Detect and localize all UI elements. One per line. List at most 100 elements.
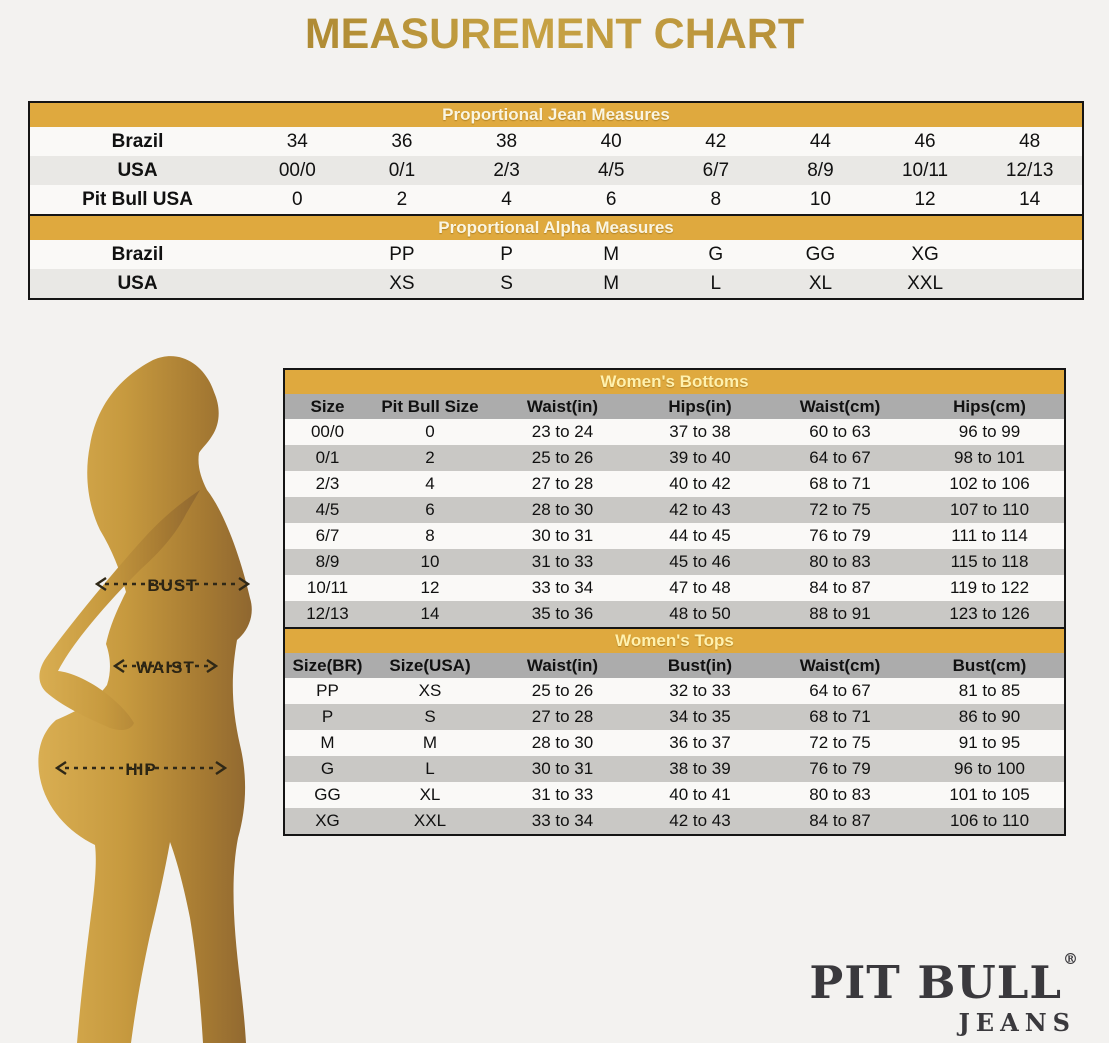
table-row: G L 30 to 31 38 to 39 76 to 79 96 to 100 <box>285 756 1064 782</box>
table-cell: 72 to 75 <box>809 500 871 519</box>
table-cell: L <box>710 273 722 294</box>
table-cell: 68 to 71 <box>809 474 871 493</box>
column-header: Hips(in) <box>668 397 732 416</box>
hip-label: HIP <box>125 760 157 779</box>
table-cell: 47 to 48 <box>669 578 731 597</box>
table-cell: M <box>603 244 620 265</box>
table-row: GG XL 31 to 33 40 to 41 80 to 83 101 to … <box>285 782 1064 808</box>
table-cell: 36 to 37 <box>669 733 731 752</box>
table-cell: 42 to 43 <box>669 500 731 519</box>
table-row: 8/9 10 31 to 33 45 to 46 80 to 83 115 to… <box>285 549 1064 575</box>
table-cell: 38 to 39 <box>669 759 731 778</box>
table-cell: 68 to 71 <box>809 707 871 726</box>
table-cell: 2/3 <box>315 474 340 493</box>
table-cell: XS <box>389 273 415 294</box>
table-cell: 96 to 100 <box>954 759 1025 778</box>
table-row: 10/11 12 33 to 34 47 to 48 84 to 87 119 … <box>285 575 1064 601</box>
table-cell: 10 <box>809 189 831 210</box>
table-cell: 119 to 122 <box>949 578 1030 597</box>
table-cell: 60 to 63 <box>809 422 871 441</box>
table-cell: 4/5 <box>597 160 625 181</box>
table-cell: 40 to 42 <box>669 474 731 493</box>
waist-label: WAIST <box>136 658 195 677</box>
table-cell: 102 to 106 <box>949 474 1030 493</box>
table-cell: 30 to 31 <box>531 759 594 778</box>
table-cell: 84 to 87 <box>809 811 871 830</box>
woman-silhouette-graphic <box>38 356 252 1043</box>
column-header: Waist(cm) <box>799 397 881 416</box>
table-row: USA 00/0 0/1 2/3 4/5 6/7 8/9 10/11 12/13 <box>30 156 1082 185</box>
column-header: Size(BR) <box>292 656 363 675</box>
table-cell: 106 to 110 <box>949 811 1030 830</box>
table-cell: 12 <box>420 578 440 597</box>
table-cell: 84 to 87 <box>809 578 871 597</box>
table-cell: 44 to 45 <box>669 526 731 545</box>
table-cell: 64 to 67 <box>809 681 871 700</box>
table-cell: 80 to 83 <box>809 552 871 571</box>
table-cell-empty <box>245 240 350 269</box>
table-row: M M 28 to 30 36 to 37 72 to 75 91 to 95 <box>285 730 1064 756</box>
table-cell: 8/9 <box>315 552 340 571</box>
jean-measures-rows: Brazil 34 36 38 40 42 44 46 48 USA 00/0 … <box>30 127 1082 214</box>
column-header: Bust(in) <box>667 656 733 675</box>
table-cell: 12/13 <box>1005 160 1054 181</box>
table-cell: 28 to 30 <box>531 500 594 519</box>
hip-measure-guide: HIP <box>55 761 227 779</box>
table-cell: 76 to 79 <box>809 759 871 778</box>
table-cell: 37 to 38 <box>669 422 731 441</box>
column-header: Bust(cm) <box>952 656 1027 675</box>
alpha-measures-rows: Brazil PP P M G GG XG USA XS S M L XL XX… <box>30 240 1082 298</box>
hip-arrow-icon <box>55 761 227 775</box>
table-cell: 107 to 110 <box>949 500 1030 519</box>
table-cell: XXL <box>907 273 944 294</box>
table-row: Brazil PP P M G GG XG <box>30 240 1082 269</box>
bust-measure-guide: BUST <box>95 577 250 595</box>
table-cell: 0/1 <box>315 448 340 467</box>
row-label: Brazil <box>111 244 164 265</box>
table-cell: 98 to 101 <box>954 448 1025 467</box>
column-header: Pit Bull Size <box>381 397 479 416</box>
table-cell: 28 to 30 <box>531 733 594 752</box>
row-label: USA <box>117 273 158 294</box>
column-header: Waist(cm) <box>799 656 881 675</box>
column-header: Size <box>310 397 345 416</box>
brand-name: PIT BULL® <box>809 952 1078 1006</box>
womens-tops-column-headers: Size(BR) Size(USA) Waist(in) Bust(in) Waist(… <box>285 653 1064 678</box>
womens-tops-rows: PP XS 25 to 26 32 to 33 64 to 67 81 to 8… <box>285 678 1064 834</box>
table-row: 4/5 6 28 to 30 42 to 43 72 to 75 107 to … <box>285 497 1064 523</box>
table-cell: 40 to 41 <box>669 785 731 804</box>
table-row: 12/13 14 35 to 36 48 to 50 88 to 91 123 … <box>285 601 1064 627</box>
table-cell: XG <box>315 811 340 830</box>
section-divider <box>285 627 1064 629</box>
table-row: Brazil 34 36 38 40 42 44 46 48 <box>30 127 1082 156</box>
table-cell-empty <box>977 240 1082 269</box>
table-cell: 27 to 28 <box>531 474 594 493</box>
table-cell: 42 to 43 <box>669 811 731 830</box>
table-cell: XL <box>808 273 833 294</box>
table-cell: 33 to 34 <box>531 578 594 597</box>
table-cell: 27 to 28 <box>531 707 594 726</box>
brand-logo: PIT BULL® JEANS <box>809 952 1078 1038</box>
table-cell: S <box>424 707 436 726</box>
table-cell: XG <box>911 244 939 265</box>
table-cell: XS <box>418 681 442 700</box>
womens-bottoms-header: Women's Bottoms <box>285 370 1064 394</box>
bust-label: BUST <box>147 576 198 595</box>
table-cell: 32 to 33 <box>669 681 731 700</box>
table-cell: 8 <box>710 189 722 210</box>
womens-bottoms-rows: 00/0 0 23 to 24 37 to 38 60 to 63 96 to … <box>285 419 1064 627</box>
table-cell: 86 to 90 <box>958 707 1021 726</box>
table-cell: 12 <box>914 189 936 210</box>
waist-arrow-icon <box>113 659 218 673</box>
table-cell: 39 to 40 <box>669 448 731 467</box>
table-cell: 4 <box>501 189 512 210</box>
table-cell: 101 to 105 <box>949 785 1030 804</box>
table-cell: 111 to 114 <box>951 526 1028 545</box>
column-header: Waist(in) <box>526 397 599 416</box>
table-cell: 38 <box>495 131 518 152</box>
table-row: USA XS S M L XL XXL <box>30 269 1082 298</box>
table-cell: G <box>320 759 335 778</box>
table-cell: 36 <box>391 131 413 152</box>
table-cell: GG <box>314 785 341 804</box>
table-cell: 91 to 95 <box>958 733 1021 752</box>
